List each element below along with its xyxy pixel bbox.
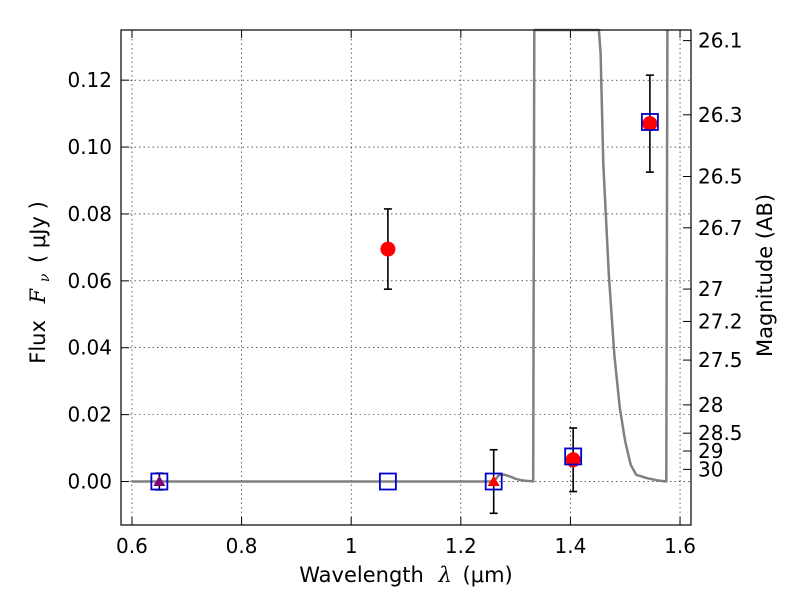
y-tick-label: 0.02 xyxy=(67,403,112,427)
data-points-layer xyxy=(150,74,659,515)
data-point-square xyxy=(484,472,503,491)
data-point-circle xyxy=(565,452,581,468)
data-point-circle xyxy=(642,116,658,132)
y2-tick-label: 27.5 xyxy=(698,348,743,372)
y2-tick-label: 27 xyxy=(698,277,723,301)
model-curve-layer xyxy=(132,28,669,483)
grid xyxy=(121,30,691,525)
data-point-square xyxy=(150,472,169,491)
y-axis-label-unit: ( μJy ) xyxy=(26,201,50,263)
y-tick-label: 0.08 xyxy=(67,202,112,226)
y2-tick-label: 26.7 xyxy=(698,216,743,240)
data-point-circle xyxy=(380,241,396,257)
x-tick-label: 1.6 xyxy=(664,534,696,558)
y2-tick-label: 26.5 xyxy=(698,164,743,188)
plot-frame xyxy=(120,29,692,526)
y2-tick-label: 30 xyxy=(698,457,723,481)
y2-tick-label: 26.1 xyxy=(698,29,743,53)
y2-tick-label: 26.3 xyxy=(698,103,743,127)
data-point-square xyxy=(564,447,583,466)
data-point-square xyxy=(640,113,659,131)
y2-tick-label: 28 xyxy=(698,393,723,417)
data-point-square xyxy=(379,472,397,491)
ticks-layer: 0.6 0.8 1 1.2 1.4 1.6 0.00 0.02 0.04 0.06 0.08 0.10… xyxy=(67,29,742,558)
y-axis-label: Flux F ν ( μJy ) xyxy=(26,201,54,364)
x-axis-label-unit: (μm) xyxy=(463,563,513,587)
y2-axis-label: Magnitude (AB) xyxy=(753,194,777,357)
y-axis-label-subscript: ν xyxy=(37,273,53,282)
y2-tick-label: 27.2 xyxy=(698,309,743,333)
x-tick-label: 0.8 xyxy=(226,534,258,558)
y-tick-label: 0.06 xyxy=(67,269,112,293)
y-tick-label: 0.00 xyxy=(67,470,112,494)
x-axis-label: Wavelength λ (μm) xyxy=(299,563,512,587)
y2-tick-label: 29 xyxy=(698,439,723,463)
y-tick-label: 0.12 xyxy=(67,68,112,92)
x-axis-label-text: Wavelength xyxy=(299,563,424,587)
data-point-triangle xyxy=(487,475,500,487)
y-axis-label-symbol: F xyxy=(26,287,50,304)
model-curve xyxy=(132,28,669,483)
x-axis-label-symbol: λ xyxy=(438,563,452,587)
y-axis-label-text: Flux xyxy=(26,320,50,364)
data-point-triangle xyxy=(153,475,166,487)
x-tick-label: 1.4 xyxy=(555,534,587,558)
y2-tick-label: 28.5 xyxy=(698,421,743,445)
y-tick-label: 0.10 xyxy=(67,135,112,159)
y-tick-label: 0.04 xyxy=(67,336,112,360)
x-tick-label: 1 xyxy=(345,534,358,558)
x-tick-label: 1.2 xyxy=(445,534,477,558)
x-tick-label: 0.6 xyxy=(116,534,148,558)
